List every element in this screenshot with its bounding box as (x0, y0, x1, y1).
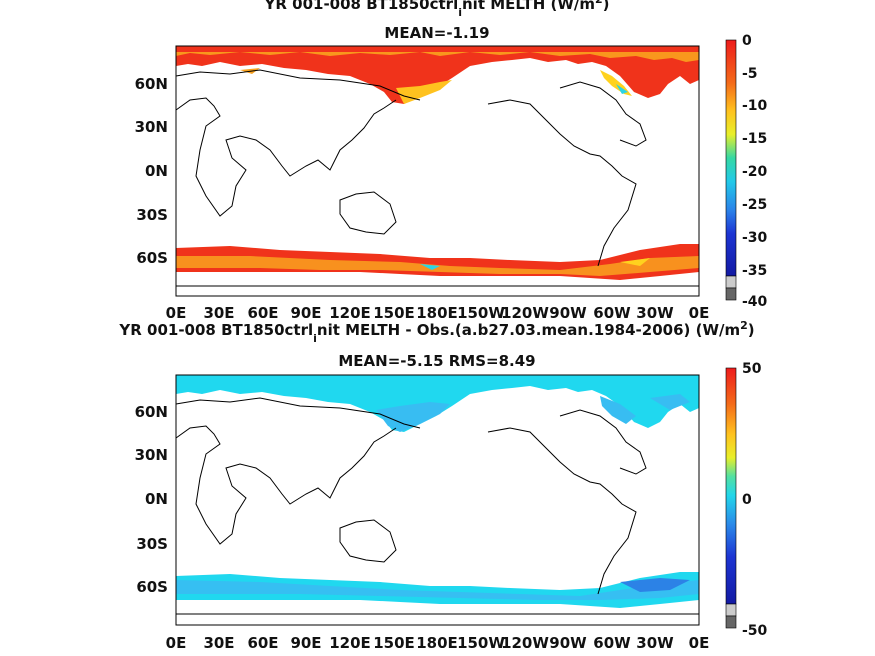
panel-2-lat-tick-label: 60N (135, 403, 168, 421)
panel-1-title-main: YR 001-008 BT1850ctrl (264, 0, 459, 13)
panel-2-coastlines (175, 397, 699, 615)
panel-1-colorbar-label: -5 (742, 66, 758, 82)
panel-1-lon-tick-label: 180E (416, 304, 458, 322)
panel-2-colorbar-label: 0 (742, 492, 752, 508)
panel-1-colorbar-label: -25 (742, 197, 767, 213)
panel-1-lat-axis: 60N 30N 0N 30S 60S (135, 75, 168, 267)
panel-1-colorbar-label: -35 (742, 263, 767, 279)
panel-1-lon-tick-label: 120W (501, 304, 549, 322)
panel-1-lon-tick-label: 30W (636, 304, 674, 322)
panel-1-lon-tick-label: 60E (247, 304, 278, 322)
panel-1-lat-tick-label: 30N (135, 118, 168, 136)
panel-2-title-sub: i (313, 332, 317, 345)
panel-1-title-sub: i (458, 6, 462, 19)
panel-1-lat-tick-label: 30S (136, 206, 168, 224)
panel-1-colorbar-label: -15 (742, 131, 767, 147)
panel-2-lon-tick-label: 30E (203, 634, 234, 652)
panel-1-lat-tick-label: 60N (135, 75, 168, 93)
panel-2-lat-tick-label: 30S (136, 535, 168, 553)
panel-1-lon-tick-label: 90W (549, 304, 587, 322)
panel-1-lon-tick-label: 150E (373, 304, 415, 322)
panel-1-lon-axis: 0E 30E 60E 90E 120E 150E 180E 150W 120W … (166, 304, 710, 322)
panel-1-colorbar-label: -20 (742, 164, 768, 180)
panel-1-lon-tick-label: 30E (203, 304, 234, 322)
panel-1-colorbar-label: 0 (742, 33, 752, 49)
panel-1-colorbar: 0 -5 -10 -15 -20 -25 -30 -35 -40 (725, 33, 768, 310)
panel-2-lat-axis: 60N 30N 0N 30S 60S (135, 403, 168, 596)
panel-2-lon-tick-label: 60W (593, 634, 631, 652)
panel-1-lon-tick-label: 150W (457, 304, 505, 322)
panel-2-title-main: YR 001-008 BT1850ctrl (118, 321, 313, 339)
panel-1-title-close: ) (603, 0, 610, 13)
panel-2-lon-tick-label: 90E (290, 634, 321, 652)
panel-1-title-rest: nit MELTH (W/m (462, 0, 595, 13)
panel-2-lon-tick-label: 90W (549, 634, 587, 652)
panel-1: YR 001-008 BT1850ctrlinit MELTH (W/m2) M… (135, 0, 768, 322)
panel-1-lon-tick-label: 120E (329, 304, 371, 322)
panel-2-lat-tick-label: 0N (145, 490, 168, 508)
panel-1-lon-tick-label: 0E (166, 304, 187, 322)
panel-1-arctic-field (176, 46, 699, 104)
panel-2-lat-tick-label: 60S (136, 578, 168, 596)
panel-2-lon-tick-label: 120W (501, 634, 549, 652)
panel-2-colorbar-label: -50 (742, 623, 768, 639)
panel-2-title: YR 001-008 BT1850ctrlinit MELTH - Obs.(a… (118, 319, 754, 345)
panel-2-colorbar-label: 50 (742, 361, 762, 377)
panel-1-coastlines (175, 69, 699, 287)
panel-1-title: YR 001-008 BT1850ctrlinit MELTH (W/m2) (264, 0, 610, 19)
panel-1-colorbar-label: -10 (742, 98, 768, 114)
panel-2-lon-tick-label: 150W (457, 634, 505, 652)
panel-1-stat-line: MEAN=-1.19 (384, 24, 489, 42)
panel-2-lon-tick-label: 120E (329, 634, 371, 652)
panel-1-lat-tick-label: 60S (136, 249, 168, 267)
panel-1-lat-tick-label: 0N (145, 162, 168, 180)
panel-2-title-close: ) (748, 321, 755, 339)
panel-1-map (175, 45, 700, 297)
panel-2-title-rest: nit MELTH - Obs.(a.b27.03.mean.1984-2006… (317, 321, 740, 339)
panel-2-lat-tick-label: 30N (135, 446, 168, 464)
panel-1-colorbar-label: -40 (742, 294, 768, 310)
panel-2-title-sup: 2 (740, 319, 748, 332)
panel-1-title-sup: 2 (595, 0, 603, 6)
panel-2: YR 001-008 BT1850ctrlinit MELTH - Obs.(a… (118, 319, 767, 652)
panel-2-lon-tick-label: 0E (689, 634, 710, 652)
panel-2-lon-tick-label: 30W (636, 634, 674, 652)
panel-2-lon-tick-label: 180E (416, 634, 458, 652)
panel-2-lon-axis: 0E 30E 60E 90E 120E 150E 180E 150W 120W … (166, 634, 710, 652)
panel-2-map (175, 374, 700, 626)
panel-2-lon-tick-label: 0E (166, 634, 187, 652)
panel-2-stat-line: MEAN=-5.15 RMS=8.49 (338, 352, 535, 370)
panel-2-lon-tick-label: 60E (247, 634, 278, 652)
panel-1-lon-tick-label: 60W (593, 304, 631, 322)
panel-2-colorbar: 50 0 -50 (725, 361, 768, 639)
panel-2-lon-tick-label: 150E (373, 634, 415, 652)
panel-1-lon-tick-label: 90E (290, 304, 321, 322)
panel-1-lon-tick-label: 0E (689, 304, 710, 322)
panel-1-colorbar-label: -30 (742, 230, 768, 246)
